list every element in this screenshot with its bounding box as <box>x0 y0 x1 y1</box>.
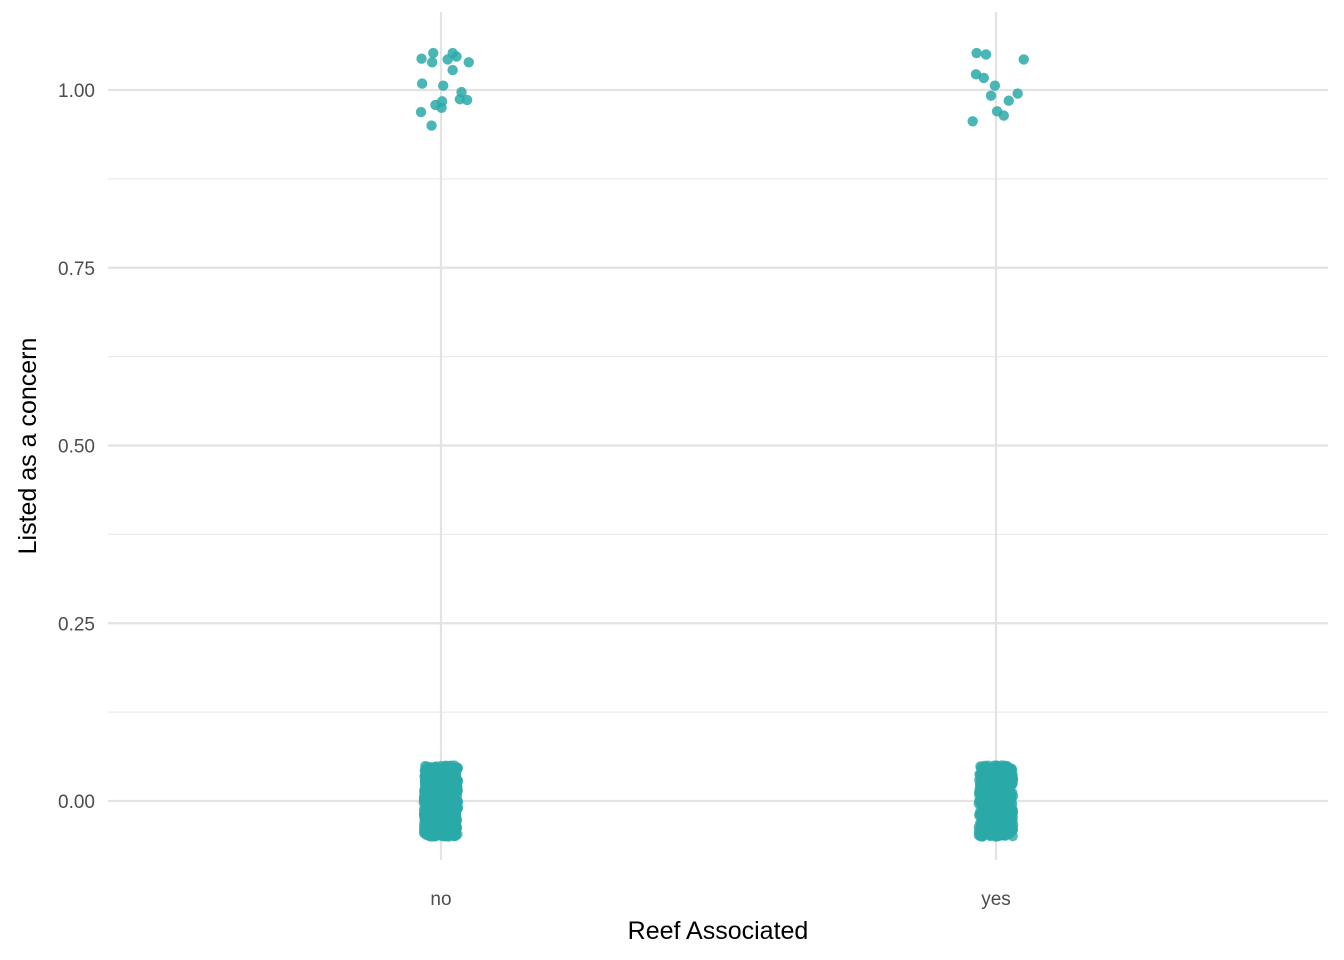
data-point-listed <box>1018 54 1029 65</box>
data-point-listed <box>447 64 458 76</box>
data-point-listed <box>428 47 439 59</box>
data-point-not-listed <box>977 761 989 773</box>
data-point-not-listed <box>429 776 440 788</box>
data-point-not-listed <box>983 783 994 795</box>
data-point-listed <box>451 51 462 62</box>
data-point-listed <box>971 47 982 59</box>
x-tick-label: no <box>430 889 451 910</box>
data-point-listed <box>1012 88 1023 99</box>
data-point-not-listed <box>420 764 431 775</box>
data-point-listed <box>1003 95 1014 106</box>
data-point-listed <box>438 80 449 91</box>
data-point-not-listed <box>449 794 461 805</box>
data-point-not-listed <box>448 830 460 842</box>
data-point-not-listed <box>976 826 987 838</box>
data-point-not-listed <box>1005 789 1016 800</box>
data-point-not-listed <box>440 830 452 841</box>
data-point-not-listed <box>1006 763 1017 774</box>
data-point-not-listed <box>988 774 999 786</box>
data-point-not-listed <box>450 769 462 781</box>
data-point-listed <box>463 57 474 68</box>
data-point-listed <box>970 69 982 80</box>
data-point-listed <box>426 120 437 131</box>
data-point-listed <box>416 53 427 64</box>
data-point-listed <box>442 54 453 65</box>
data-point-listed <box>978 72 989 84</box>
data-point-not-listed <box>447 815 458 827</box>
data-point-not-listed <box>425 796 436 808</box>
data-point-not-listed <box>422 816 434 827</box>
data-point-listed <box>989 80 1001 91</box>
data-point-not-listed <box>976 816 987 828</box>
data-point-not-listed <box>998 770 1009 781</box>
data-point-not-listed <box>434 806 446 817</box>
data-point-not-listed <box>1004 808 1016 819</box>
data-point-not-listed <box>994 828 1006 839</box>
data-point-not-listed <box>982 806 993 817</box>
data-point-not-listed <box>976 797 987 809</box>
data-points <box>415 47 1029 842</box>
data-point-listed <box>426 57 438 68</box>
y-tick-label: 0.50 <box>58 437 95 458</box>
gridlines <box>108 12 1328 860</box>
x-axis-title: Reef Associated <box>628 917 809 945</box>
data-point-not-listed <box>986 762 997 774</box>
data-point-not-listed <box>1006 778 1017 790</box>
data-point-listed <box>454 94 466 105</box>
x-tick-label: yes <box>981 889 1011 910</box>
data-point-not-listed <box>992 793 1004 804</box>
data-point-not-listed <box>440 777 451 789</box>
y-tick-label: 1.00 <box>58 81 95 102</box>
y-tick-label: 0.00 <box>58 792 95 813</box>
data-point-listed <box>415 106 427 118</box>
y-axis-title: Listed as a concern <box>14 338 42 555</box>
data-point-not-listed <box>420 775 431 786</box>
data-point-listed <box>980 49 992 60</box>
x-tick-labels: no yes <box>430 889 1010 910</box>
data-point-listed <box>967 116 978 127</box>
data-point-not-listed <box>1006 798 1018 810</box>
data-point-listed <box>436 102 447 113</box>
data-point-listed <box>416 78 428 89</box>
y-tick-label: 0.25 <box>58 614 95 635</box>
y-tick-label: 0.75 <box>58 259 95 280</box>
y-tick-labels: 0.00 0.25 0.50 0.75 1.00 <box>58 81 95 813</box>
data-point-not-listed <box>425 829 436 840</box>
data-point-not-listed <box>441 793 453 805</box>
data-point-not-listed <box>976 774 987 786</box>
data-point-listed <box>998 110 1009 121</box>
data-point-listed <box>985 90 997 101</box>
